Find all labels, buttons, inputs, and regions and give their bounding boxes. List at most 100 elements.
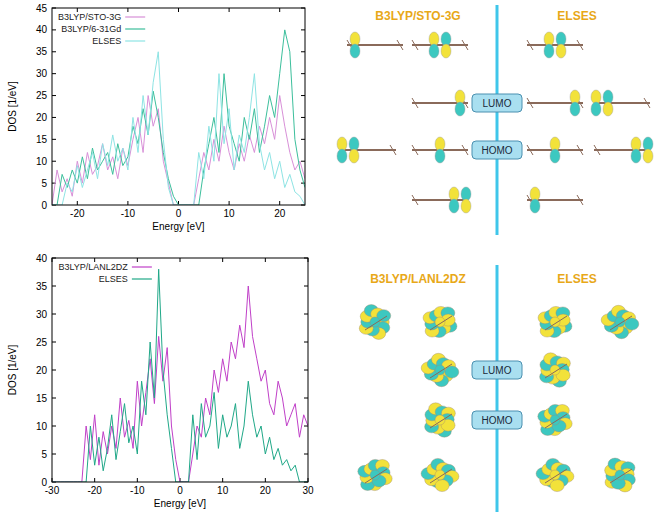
y-tick [52, 286, 56, 287]
panel-title: B3LYP/LANL2DZ [370, 272, 466, 286]
x-tick [229, 201, 230, 205]
panel-title: B3LYP/STO-3G [375, 9, 460, 23]
legend-label: B3LYP/6-31Gd [61, 24, 121, 34]
orbital-lobe [625, 318, 639, 330]
x-tick [137, 258, 138, 262]
orbital-panel: B3LYP/LANL2DZELSESLUMOHOMO [358, 265, 639, 512]
molecule-backbone [430, 469, 452, 483]
legend-label: B3LYP/STO-3G [58, 12, 121, 22]
x-tick-label: -10 [121, 208, 136, 219]
orbital-picture [527, 137, 583, 163]
molecule-backbone [545, 414, 567, 428]
dos-line [52, 269, 308, 482]
orbital-picture [421, 458, 459, 491]
y-tick [52, 51, 56, 52]
x-tick [77, 201, 78, 205]
y-tick-label: 10 [36, 156, 48, 167]
panel-title: ELSES [557, 9, 596, 23]
molecule-backbone [594, 145, 600, 155]
molecule-backbone [340, 149, 396, 151]
molecule-backbone [412, 98, 418, 108]
orbital-lobe [530, 199, 540, 213]
molecule-backbone [397, 40, 403, 50]
x-tick [222, 478, 223, 482]
orbital-picture [536, 458, 574, 491]
y-tick-label: 30 [36, 68, 48, 79]
molecule-backbone [610, 316, 632, 330]
x-tick-label: 20 [274, 208, 286, 219]
y-tick [301, 161, 305, 162]
orbital-lobe [441, 44, 451, 58]
y-tick-label: 25 [36, 90, 48, 101]
y-tick-label: 15 [36, 393, 48, 404]
orbital-label: HOMO [481, 415, 512, 426]
molecule-backbone [527, 44, 583, 46]
legend-swatch [132, 278, 152, 279]
y-tick-label: 45 [36, 3, 48, 14]
legend: B3LYP/STO-3G B3LYP/6-31Gd ELSES [58, 12, 145, 46]
x-tick [178, 8, 179, 12]
orbital-picture [359, 305, 390, 340]
molecule-backbone [462, 145, 468, 155]
y-tick [52, 29, 56, 30]
molecule-backbone [365, 469, 387, 483]
y-tick [301, 117, 305, 118]
y-tick [301, 73, 305, 74]
orbital-picture [527, 90, 583, 116]
orbital-picture [412, 187, 471, 213]
orbital-picture [591, 90, 650, 116]
x-tick-label: -20 [70, 208, 85, 219]
orbital-lobe [591, 102, 601, 116]
orbital-picture [423, 306, 457, 337]
x-tick-label: -30 [45, 485, 60, 496]
molecule-backbone [527, 145, 533, 155]
figure: 051015202530354045-20-1001020Energy [eV]… [0, 0, 657, 520]
y-axis-title: DOS [1/eV] [7, 344, 18, 395]
y-tick [304, 286, 308, 287]
orbital-picture [358, 459, 392, 490]
orbital-picture [594, 137, 653, 163]
y-tick [52, 398, 56, 399]
orbital-lobe [544, 44, 554, 58]
x-tick-label: 0 [176, 208, 182, 219]
orbital-picture [412, 90, 468, 116]
x-tick-label: 30 [302, 485, 314, 496]
y-tick [304, 370, 308, 371]
legend-swatch [125, 16, 145, 17]
orbital-lobe [435, 480, 449, 492]
x-tick [265, 258, 266, 262]
orbital-picture [605, 458, 636, 492]
x-tick-label: -10 [130, 485, 145, 496]
legend-swatch [125, 28, 145, 29]
molecule-backbone [594, 149, 650, 151]
x-axis-title: Energy [eV] [154, 498, 206, 509]
y-tick [304, 342, 308, 343]
y-tick-label: 35 [36, 281, 48, 292]
y-tick-label: 35 [36, 46, 48, 57]
x-tick [229, 8, 230, 12]
y-axis-title: DOS [1/eV] [7, 81, 18, 132]
molecule-backbone [430, 414, 452, 428]
y-tick [52, 117, 56, 118]
molecule-backbone [412, 40, 418, 50]
legend-label: ELSES [92, 36, 121, 46]
y-tick-label: 5 [41, 449, 47, 460]
y-tick [301, 29, 305, 30]
y-tick [52, 161, 56, 162]
orbital-lobe [550, 480, 564, 492]
molecule-backbone [577, 145, 583, 155]
orbital-label: HOMO [481, 145, 512, 156]
orbital-lobe [455, 102, 465, 116]
molecule-backbone [577, 195, 583, 205]
orbital-lobe [550, 149, 560, 163]
x-tick [127, 8, 128, 12]
x-tick-label: 0 [177, 485, 183, 496]
molecule-backbone [545, 469, 567, 483]
dos-line [52, 286, 308, 482]
x-tick [94, 478, 95, 482]
orbital-label-box [472, 141, 522, 159]
orbital-picture [527, 187, 583, 213]
orbital-lobe [350, 44, 360, 58]
y-tick [52, 95, 56, 96]
y-tick-label: 40 [36, 253, 48, 264]
